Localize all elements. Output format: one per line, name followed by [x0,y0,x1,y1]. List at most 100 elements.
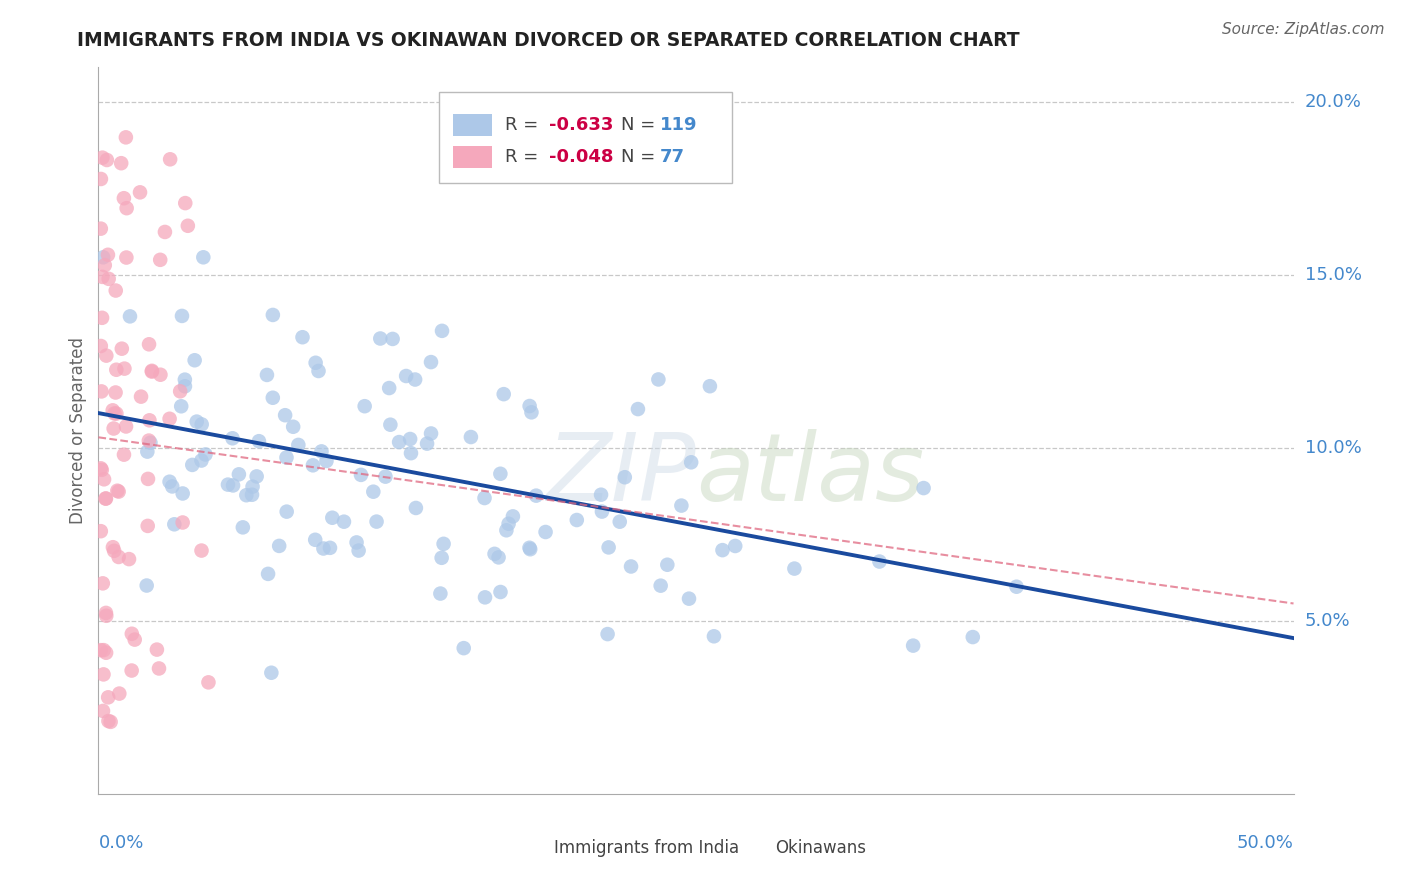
Point [460,430,482,444]
Text: atlas: atlas [696,428,924,519]
Text: 119: 119 [661,116,697,134]
Point [246,469,269,483]
Point [104,284,127,298]
Point [395,369,418,384]
Point [138,434,160,448]
Point [524,489,547,503]
Point [901,639,924,653]
Point [247,434,270,449]
Point [91,151,114,165]
Point [315,454,337,468]
Point [678,591,700,606]
Text: ZIP: ZIP [547,428,696,519]
Point [366,515,388,529]
Point [433,537,456,551]
Point [304,533,326,547]
Point [302,458,325,473]
Point [363,484,385,499]
Point [96,153,118,167]
Point [647,372,669,386]
Point [177,219,200,233]
Point [353,399,375,413]
Point [121,664,143,678]
Point [489,467,512,481]
Point [380,417,402,432]
Point [484,547,506,561]
Point [90,463,112,477]
Point [90,221,112,235]
Point [101,403,124,417]
Point [90,339,112,353]
Point [868,555,890,569]
Point [257,566,280,581]
Point [591,505,613,519]
Text: 50.0%: 50.0% [1237,834,1294,852]
Point [430,324,453,338]
Point [163,517,186,532]
Text: 20.0%: 20.0% [1305,93,1361,111]
Point [118,310,141,324]
Point [121,626,143,640]
Point [534,524,557,539]
Point [149,368,172,382]
Point [129,186,152,200]
Point [159,153,181,167]
Point [287,438,309,452]
Point [783,561,806,575]
Text: R =: R = [505,148,544,166]
Text: Source: ZipAtlas.com: Source: ZipAtlas.com [1222,22,1385,37]
Point [474,591,496,605]
Point [190,543,212,558]
Point [94,491,117,506]
Point [565,513,588,527]
Point [405,500,427,515]
Point [399,446,422,460]
Point [274,408,297,422]
Point [420,426,443,441]
Text: IMMIGRANTS FROM INDIA VS OKINAWAN DIVORCED OR SEPARATED CORRELATION CHART: IMMIGRANTS FROM INDIA VS OKINAWAN DIVORC… [77,31,1019,50]
Point [170,309,193,323]
Point [495,523,517,537]
Point [115,251,138,265]
Point [222,478,245,492]
Point [381,332,404,346]
Point [170,399,193,413]
Point [346,535,368,549]
Point [256,368,278,382]
Point [141,364,163,378]
Text: -0.633: -0.633 [548,116,613,134]
Point [136,444,159,458]
Point [228,467,250,482]
Point [90,643,112,657]
Point [519,399,541,413]
Point [174,196,197,211]
Point [115,130,138,145]
Point [242,480,264,494]
Text: R =: R = [505,116,544,134]
Point [148,661,170,675]
Point [96,608,118,623]
Point [711,543,734,558]
Point [388,435,411,450]
Point [420,355,443,369]
Point [105,363,128,377]
Point [620,559,643,574]
Point [912,481,935,495]
Point [135,578,157,592]
Point [101,540,124,554]
Text: Okinawans: Okinawans [775,838,866,856]
Point [118,552,141,566]
Point [312,541,335,556]
Point [221,431,243,445]
Point [172,516,194,530]
Point [260,665,283,680]
Point [159,475,181,489]
Point [100,714,122,729]
Point [153,225,176,239]
Point [262,391,284,405]
Point [308,364,330,378]
Point [520,405,543,419]
Point [489,585,512,599]
Point [149,252,172,267]
Point [276,450,298,465]
